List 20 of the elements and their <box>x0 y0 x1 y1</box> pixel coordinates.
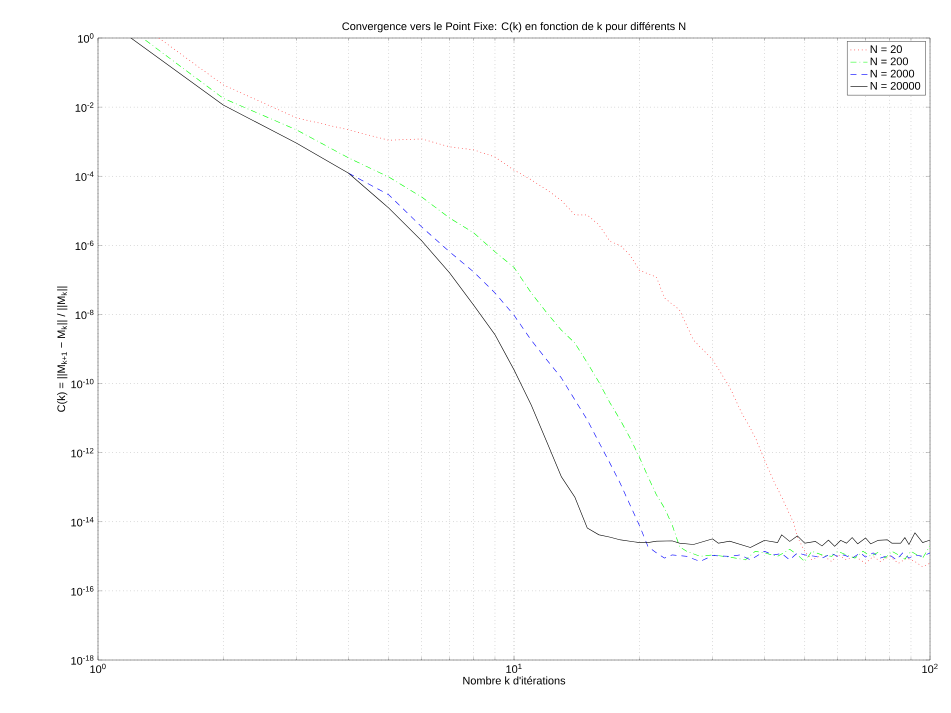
y-tick-label: 10$^{-14}$ <box>71 517 94 526</box>
y-tick-label: 10$^{0}$ <box>78 33 94 43</box>
x-tick-label: 10$^{1}$ <box>506 664 522 674</box>
y-axis-title: C(k) = ||M$_{k+1}$ − M$_{k}$|| / ||M$_{k}$|| <box>57 286 68 412</box>
x-tick-label: 10$^{0}$ <box>90 664 106 674</box>
y-tick-label: 10$^{-4}$ <box>76 172 94 181</box>
legend-label: N = 20000 <box>870 82 920 90</box>
y-tick-label: 10$^{-10}$ <box>71 378 94 388</box>
y-tick-label: 10$^{-6}$ <box>76 240 94 250</box>
x-tick-label: 10$^{2}$ <box>922 664 938 674</box>
y-tick-label: 10$^{-18}$ <box>71 655 94 665</box>
y-tick-label: 10$^{-16}$ <box>71 586 94 596</box>
chart-title: Convergence vers le Point Fixe: C(k) en fonction de k pour différents N <box>342 22 686 32</box>
y-tick-label: 10$^{-2}$ <box>76 102 94 112</box>
legend-label: N = 2000 <box>870 70 914 78</box>
y-tick-label: 10$^{-8}$ <box>76 310 94 320</box>
x-axis-title: Nombre k d'itérations <box>463 676 566 684</box>
y-tick-label: 10$^{-12}$ <box>71 448 94 458</box>
legend-label: N = 200 <box>870 58 908 66</box>
legend-label: N = 20 <box>870 45 902 54</box>
